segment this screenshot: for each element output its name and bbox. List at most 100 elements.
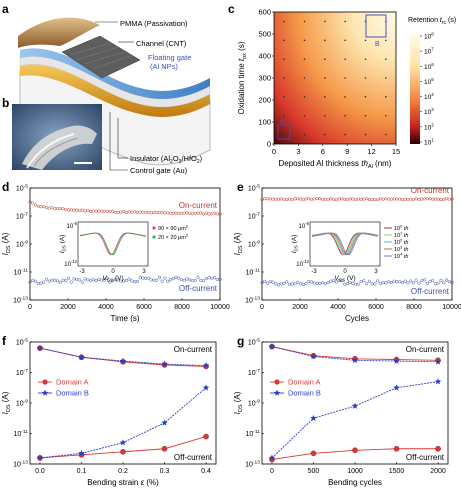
inset-xtick-label: 3 — [142, 269, 146, 275]
data-point — [122, 210, 126, 214]
xtick-label: 2000 — [430, 468, 446, 475]
data-point — [428, 197, 432, 201]
data-point — [370, 198, 374, 202]
channel-label: Channel (CNT) — [136, 39, 187, 48]
inset-legend-label: 100 th — [394, 224, 408, 233]
data-point — [36, 204, 40, 208]
heatmap-grid-point — [283, 39, 285, 42]
data-point — [392, 197, 396, 201]
data-point — [67, 276, 71, 280]
data-point — [354, 282, 358, 286]
heatmap-grid-point — [283, 58, 285, 60]
data-point — [152, 278, 156, 282]
data-point — [218, 277, 222, 281]
heatmap-ytick-label: 400 — [258, 52, 271, 61]
colorbar-tick-label: 101 — [424, 138, 434, 147]
data-point — [422, 197, 427, 201]
data-point — [185, 211, 189, 215]
star-marker — [78, 353, 85, 360]
floating-gate-label: Floating gate — [148, 53, 191, 62]
star-marker — [434, 378, 442, 385]
data-point — [367, 198, 371, 202]
data-point — [444, 278, 449, 282]
data-point — [414, 278, 418, 282]
insulator-label: Insulator (Al2O3/HfO2) — [130, 154, 203, 165]
data-point — [268, 197, 272, 201]
ytick-label: 10-7 — [248, 368, 260, 377]
xtick-label: 6000 — [136, 304, 152, 311]
heatmap-ytick-label: 500 — [258, 30, 271, 39]
data-point — [389, 280, 393, 285]
data-point — [436, 197, 440, 201]
data-point — [384, 197, 388, 201]
colorbar-tick-label: 107 — [424, 47, 434, 56]
data-point — [403, 197, 407, 201]
data-point — [55, 279, 60, 283]
on-current-annotation: On-current — [406, 345, 445, 354]
pmma-layer — [18, 17, 100, 48]
xtick-label: 10000 — [210, 304, 230, 311]
heatmap-ytick-label: 300 — [258, 74, 271, 83]
on-current-annotation: On-current — [174, 345, 213, 354]
colorbar-tick-label: 108 — [424, 32, 434, 41]
data-point — [285, 280, 289, 284]
data-point — [365, 282, 369, 286]
data-point — [80, 280, 84, 284]
endurance-plot: 0 2000 4000 6000 8000 10000 10-5 10-7 10-9 10-11 1… — [233, 184, 461, 324]
legend-marker — [273, 389, 281, 396]
panel-label-c: c — [228, 2, 235, 16]
data-point — [138, 210, 142, 214]
data-point — [31, 201, 35, 205]
data-point — [69, 280, 73, 284]
circle-marker — [393, 445, 400, 452]
yaxis-label: IDS (A) — [233, 391, 244, 414]
inset-ytick-label: 10-12 — [64, 259, 77, 268]
data-point — [119, 210, 123, 214]
data-point — [265, 281, 270, 285]
yaxis-label: IDS (A) — [1, 232, 12, 255]
ytick-label: 10-7 — [16, 368, 28, 377]
data-point — [433, 282, 438, 286]
data-point — [179, 278, 183, 282]
data-point — [439, 278, 443, 282]
inset-frame — [309, 221, 381, 267]
series-label: On-current — [411, 186, 450, 195]
data-point — [196, 275, 200, 279]
data-point — [345, 197, 349, 201]
data-point — [373, 198, 377, 202]
data-point — [398, 197, 402, 201]
heatmap-grid-point — [385, 77, 387, 79]
retention-heatmap: A B 0 3 6 9 12 15 0 100 200 300 400 500 600 Deposit… — [237, 8, 456, 171]
data-point — [39, 205, 43, 209]
heatmap-grid-point — [324, 114, 326, 117]
data-point — [133, 280, 137, 284]
xtick-label: 0 — [270, 468, 274, 475]
data-point — [185, 277, 189, 281]
inset-xtick-label: -3 — [311, 269, 317, 275]
inset-legend-label: 103 th — [394, 245, 408, 254]
data-point — [102, 209, 106, 213]
data-point — [406, 281, 410, 285]
data-point — [326, 197, 330, 201]
data-point — [50, 278, 54, 282]
device-photo — [12, 104, 102, 170]
box-a-label: A — [280, 119, 285, 126]
heatmap-grid-point — [283, 133, 285, 136]
data-point — [370, 282, 374, 286]
data-point — [53, 207, 57, 211]
star-marker — [36, 344, 44, 351]
data-point — [425, 197, 429, 201]
inset-legend-swatch — [152, 226, 156, 230]
xtick-label: 6000 — [368, 304, 384, 311]
control-gate-label: Control gate (Au) — [130, 166, 188, 175]
data-point — [201, 212, 206, 216]
data-point — [210, 212, 214, 216]
heatmap-grid-point — [385, 114, 387, 117]
data-point — [296, 280, 300, 284]
data-point — [72, 208, 76, 212]
data-point — [406, 197, 410, 201]
heatmap-grid-point — [303, 114, 306, 117]
data-point — [321, 281, 325, 285]
data-point — [304, 282, 308, 286]
heatmap-grid-point — [324, 133, 326, 136]
